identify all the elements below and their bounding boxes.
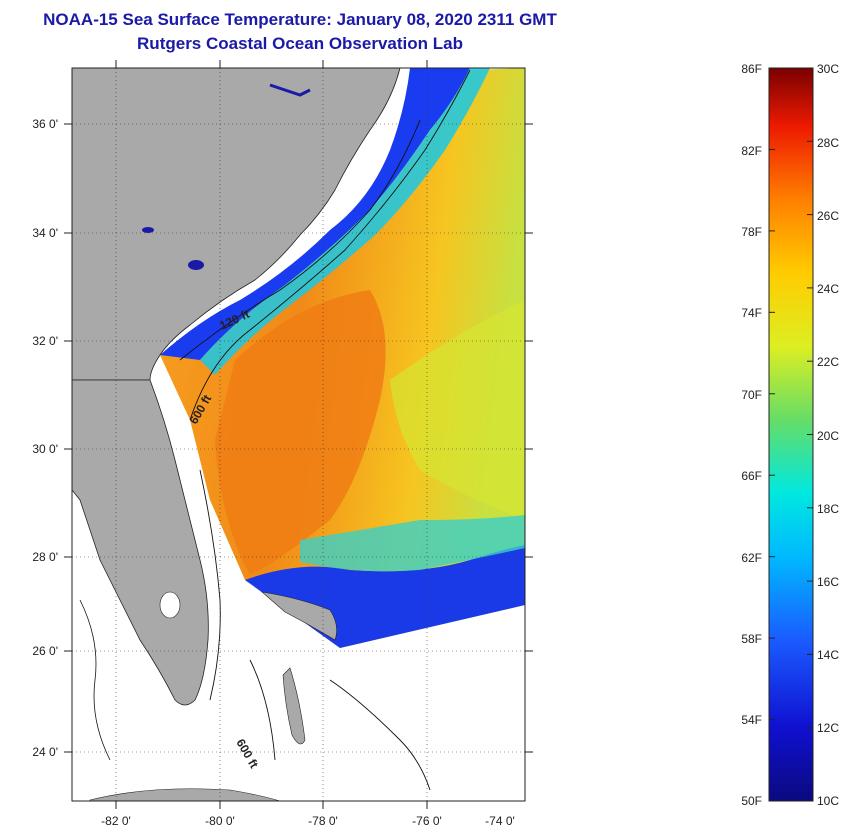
colorbar-ticks bbox=[769, 67, 813, 802]
inland-water-2 bbox=[188, 260, 204, 270]
lat-label-28: 28 0' bbox=[32, 550, 58, 564]
cb-f-50: 50F bbox=[741, 794, 762, 808]
cb-f-54: 54F bbox=[741, 713, 762, 727]
lat-label-34: 34 0' bbox=[32, 226, 58, 240]
lat-ticks bbox=[64, 123, 533, 753]
lat-label-32: 32 0' bbox=[32, 334, 58, 348]
cb-c-20: 20C bbox=[817, 429, 839, 443]
lon-label-78: -78 0' bbox=[308, 814, 338, 828]
map-subtitle: Rutgers Coastal Ocean Observation Lab bbox=[137, 34, 463, 53]
isobath-florida bbox=[199, 469, 221, 701]
isobath-600ft bbox=[189, 69, 471, 421]
lon-ticks bbox=[115, 60, 428, 809]
cool-transition-band bbox=[200, 68, 490, 375]
cb-f-66: 66F bbox=[741, 469, 762, 483]
lat-label-24: 24 0' bbox=[32, 745, 58, 759]
plot-frame bbox=[71, 67, 526, 802]
cb-c-26: 26C bbox=[817, 209, 839, 223]
lake-okeechobee bbox=[159, 591, 181, 619]
cb-c-14: 14C bbox=[817, 648, 839, 662]
cb-f-78: 78F bbox=[741, 225, 762, 239]
warm-core bbox=[215, 290, 386, 575]
cb-f-58: 58F bbox=[741, 632, 762, 646]
cb-c-22: 22C bbox=[817, 355, 839, 369]
map-title: NOAA-15 Sea Surface Temperature: January… bbox=[43, 10, 557, 29]
cb-f-82: 82F bbox=[741, 144, 762, 158]
cb-c-10: 10C bbox=[817, 794, 839, 808]
colorbar bbox=[768, 67, 814, 802]
land-bahamas-2 bbox=[282, 667, 306, 745]
isobath-gulf bbox=[79, 599, 111, 761]
cb-c-28: 28C bbox=[817, 136, 839, 150]
lon-label-76: -76 0' bbox=[412, 814, 442, 828]
lat-label-30: 30 0' bbox=[32, 442, 58, 456]
cold-coastal-band bbox=[160, 68, 470, 360]
cb-c-12: 12C bbox=[817, 721, 839, 735]
isobath-120ft bbox=[179, 119, 421, 361]
cb-f-62: 62F bbox=[741, 551, 762, 565]
lon-label-80: -80 0' bbox=[205, 814, 235, 828]
lat-label-36: 36 0' bbox=[32, 117, 58, 131]
inland-water-3 bbox=[142, 227, 154, 233]
lat-label-26: 26 0' bbox=[32, 644, 58, 658]
land-bahamas-1 bbox=[261, 591, 337, 641]
cb-f-74: 74F bbox=[741, 306, 762, 320]
cb-f-70: 70F bbox=[741, 388, 762, 402]
cb-c-30: 30C bbox=[817, 62, 839, 76]
land-florida bbox=[72, 379, 209, 706]
land-cuba bbox=[89, 788, 281, 801]
cb-c-16: 16C bbox=[817, 575, 839, 589]
cb-c-24: 24C bbox=[817, 282, 839, 296]
land-southeast-us bbox=[72, 68, 401, 381]
offshore-band bbox=[390, 300, 525, 520]
inland-water bbox=[269, 83, 311, 97]
lon-label-74: -74 0' bbox=[485, 814, 515, 828]
cb-f-86: 86F bbox=[741, 62, 762, 76]
isobath-bahamas bbox=[249, 659, 431, 791]
lon-label-82: -82 0' bbox=[101, 814, 131, 828]
cb-c-18: 18C bbox=[817, 502, 839, 516]
